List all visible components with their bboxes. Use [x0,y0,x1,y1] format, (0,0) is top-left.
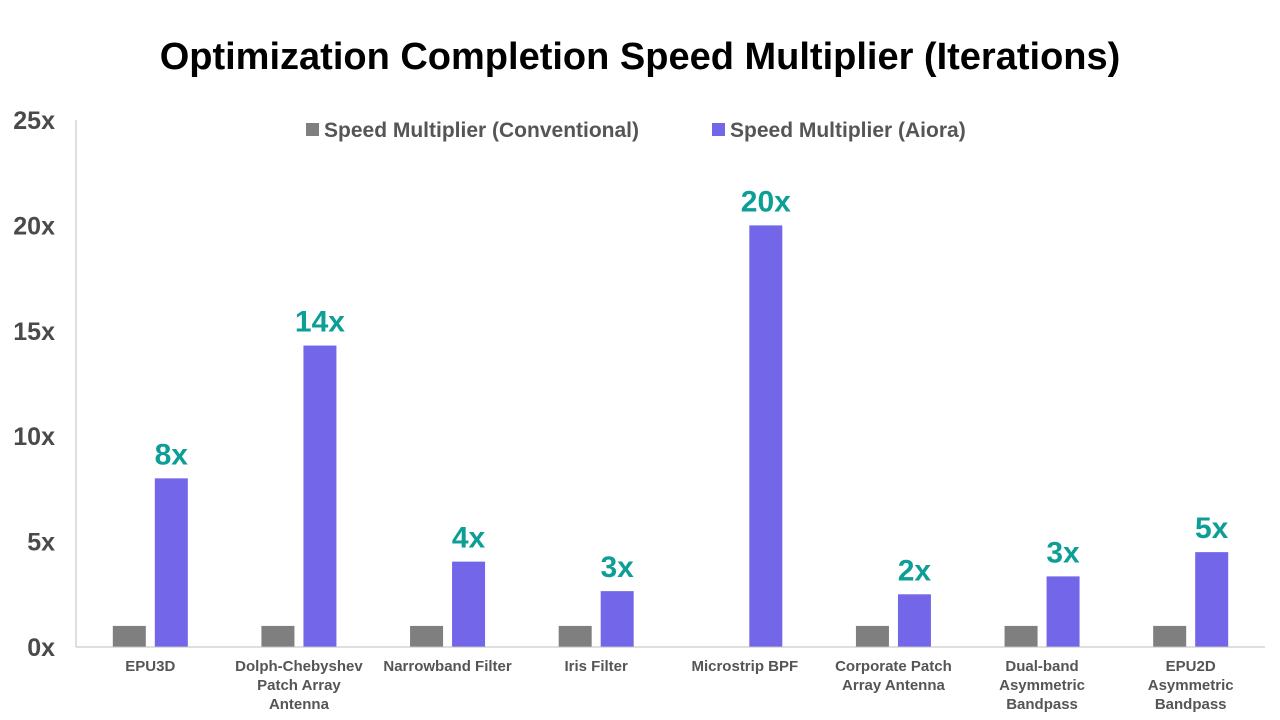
y-tick-label: 25x [13,107,55,135]
bar-conventional [261,625,295,647]
x-tick-label: Dual-band [1005,658,1078,675]
x-tick-label: Asymmetric [1148,677,1234,694]
bar-aiora [452,561,486,647]
legend-label-conventional: Speed Multiplier (Conventional) [324,119,639,142]
data-label: 4x [452,522,486,555]
x-tick-label: EPU2D [1166,658,1216,675]
y-tick-label: 0x [27,634,55,662]
data-label: 3x [1046,536,1080,569]
legend-label-aiora: Speed Multiplier (Aiora) [730,119,966,142]
y-axis: 0x 5x 10x 15x 20x 25x [13,107,77,662]
x-tick-label: Dolph-Chebyshev [235,658,363,675]
data-label: 20x [741,185,791,218]
bar-aiora [897,594,931,647]
data-label: 2x [898,554,932,587]
bar-aiora [303,345,337,647]
bar-aiora [749,225,783,647]
bar-conventional [855,625,889,647]
bar-conventional [1004,625,1038,647]
x-tick-label: Antenna [269,696,330,713]
y-tick-label: 15x [13,318,55,346]
x-tick-label: Bandpass [1155,696,1227,713]
bar-conventional [1153,625,1187,647]
x-tick-label: EPU3D [125,658,175,675]
data-labels: 8x 14x 4x 3x 20x 2x 3x 5x [155,185,1229,587]
data-label: 5x [1195,512,1229,545]
legend: Speed Multiplier (Conventional) Speed Mul… [306,119,966,142]
x-tick-label: Narrowband Filter [383,658,512,675]
x-tick-label: Corporate Patch [835,658,952,675]
x-tick-label: Microstrip BPF [691,658,798,675]
legend-swatch-aiora [712,123,725,136]
y-tick-label: 5x [27,529,55,557]
x-tick-label: Bandpass [1006,696,1078,713]
y-tick-label: 20x [13,212,55,240]
data-label: 3x [601,551,635,584]
bar-aiora [1046,576,1080,647]
data-label: 8x [155,438,189,471]
bar-conventional [112,625,146,647]
bar-aiora [600,591,634,647]
legend-swatch-conventional [306,123,319,136]
bar-conventional [558,625,592,647]
data-label: 14x [295,306,345,339]
x-tick-label: Array Antenna [842,677,945,694]
x-tick-label: Patch Array [257,677,341,694]
y-tick-label: 10x [13,423,55,451]
x-tick-label: Iris Filter [565,658,629,675]
chart-title: Optimization Completion Speed Multiplier… [159,36,1121,78]
bar-aiora [154,478,188,647]
bars [112,225,1229,647]
x-tick-label: Asymmetric [999,677,1085,694]
bar-conventional [410,625,444,647]
x-axis: EPU3D Dolph-Chebyshev Patch Array Antenna Na… [76,646,1265,713]
bar-aiora [1195,552,1229,647]
